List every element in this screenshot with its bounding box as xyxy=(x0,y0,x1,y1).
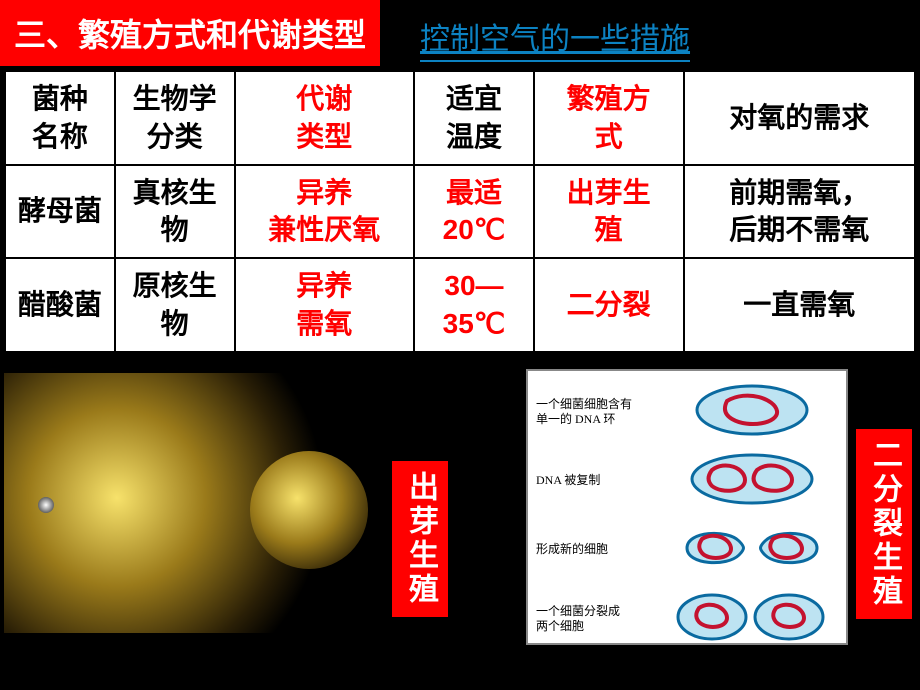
table-header-cell: 代谢类型 xyxy=(235,71,415,165)
table-cell: 最适20℃ xyxy=(414,165,534,259)
section-title: 三、繁殖方式和代谢类型 xyxy=(0,0,380,66)
yeast-core-dot xyxy=(38,497,54,513)
fission-stage-cell xyxy=(656,381,838,444)
fission-stage-label: 一个细菌细胞含有单一的 DNA 环 xyxy=(536,397,656,428)
table-cell: 原核生物 xyxy=(115,258,235,352)
fission-stage-label: 形成新的细胞 xyxy=(536,542,656,558)
table-cell: 异养需氧 xyxy=(235,258,415,352)
table-row: 酵母菌真核生物异养兼性厌氧最适20℃出芽生殖前期需氧，后期不需氧 xyxy=(5,165,915,259)
table-row: 醋酸菌原核生物异养需氧30—35℃二分裂一直需氧 xyxy=(5,258,915,352)
table-header-cell: 繁殖方式 xyxy=(534,71,684,165)
table-cell: 真核生物 xyxy=(115,165,235,259)
table-cell: 出芽生殖 xyxy=(534,165,684,259)
fission-stage-cell xyxy=(656,588,838,651)
comparison-table: 菌种名称生物学分类代谢类型适宜温度繁殖方式对氧的需求 酵母菌真核生物异养兼性厌氧… xyxy=(4,70,916,353)
table-cell: 异养兼性厌氧 xyxy=(235,165,415,259)
yeast-bud-shape xyxy=(250,451,368,569)
table-header-row: 菌种名称生物学分类代谢类型适宜温度繁殖方式对氧的需求 xyxy=(5,71,915,165)
fission-stage-cell xyxy=(656,450,838,513)
table-header-cell: 对氧的需求 xyxy=(684,71,916,165)
illustrations-row: 出芽生殖 一个细菌细胞含有单一的 DNA 环 DNA 被复制形成新的细胞一个细菌分… xyxy=(0,373,920,645)
table-body: 酵母菌真核生物异养兼性厌氧最适20℃出芽生殖前期需氧，后期不需氧醋酸菌原核生物异… xyxy=(5,165,915,352)
table-header-cell: 菌种名称 xyxy=(5,71,115,165)
binary-fission-diagram: 一个细菌细胞含有单一的 DNA 环 DNA 被复制形成新的细胞一个细菌分裂成两个细… xyxy=(526,369,848,645)
table-cell: 醋酸菌 xyxy=(5,258,115,352)
table-header-cell: 生物学分类 xyxy=(115,71,235,165)
fission-stage-label: DNA 被复制 xyxy=(536,473,656,489)
table-header-cell: 适宜温度 xyxy=(414,71,534,165)
budding-label: 出芽生殖 xyxy=(392,461,448,617)
table-cell: 二分裂 xyxy=(534,258,684,352)
air-control-link[interactable]: 控制空气的一些措施 xyxy=(420,14,690,62)
budding-yeast-image xyxy=(4,373,380,633)
table-cell: 30—35℃ xyxy=(414,258,534,352)
table-cell: 前期需氧，后期不需氧 xyxy=(684,165,916,259)
table-cell: 一直需氧 xyxy=(684,258,916,352)
table-cell: 酵母菌 xyxy=(5,165,115,259)
fission-stage-label: 一个细菌分裂成两个细胞 xyxy=(536,604,656,635)
fission-label: 二分裂生殖 xyxy=(856,429,912,619)
fission-stage-cell xyxy=(656,519,838,582)
header-row: 三、繁殖方式和代谢类型 控制空气的一些措施 xyxy=(0,0,920,66)
